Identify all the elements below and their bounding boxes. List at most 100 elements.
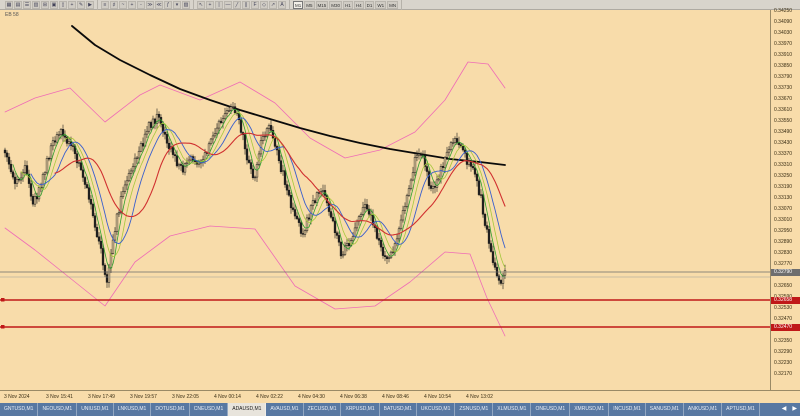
symbol-tab-gntusd[interactable]: GNTUSD,M1 xyxy=(0,403,39,416)
price-scale-label: 0.33070 xyxy=(774,206,793,213)
metaeditor-icon[interactable]: ✎ xyxy=(77,0,85,9)
symbol-tab-dotusd[interactable]: DOTUSD,M1 xyxy=(151,403,190,416)
timeframe-m5-button[interactable]: M5 xyxy=(304,0,315,9)
candle-body xyxy=(401,210,405,221)
fibonacci-icon[interactable]: F xyxy=(251,0,259,9)
symbol-tab-cneusd[interactable]: CNEUSD,M1 xyxy=(190,403,229,416)
timeframe-m1-button[interactable]: M1 xyxy=(293,0,304,9)
tab-scroll-right-button[interactable]: ▶ xyxy=(792,406,797,412)
symbol-tab-adausd[interactable]: ADAUSD,M1 xyxy=(228,403,267,416)
price-scale[interactable]: 0.34250 0.34090 0.34030 0.33970 0.33910 0.338… xyxy=(770,8,800,390)
indicators-icon[interactable]: ƒ xyxy=(164,0,172,9)
symbol-tab-aptusd[interactable]: APTUSD,M1 xyxy=(722,403,760,416)
vertical-line-icon[interactable]: | xyxy=(215,0,223,9)
chart-shift-icon[interactable]: ≪ xyxy=(155,0,163,9)
timeframe-w1-button[interactable]: W1 xyxy=(375,0,387,9)
candle-body xyxy=(371,214,375,226)
candle-body xyxy=(353,227,357,237)
horizontal-line-icon[interactable]: — xyxy=(224,0,232,9)
candle-body xyxy=(301,233,305,235)
price-scale-label: 0.32290 xyxy=(774,349,793,356)
timeframe-d1-button[interactable]: D1 xyxy=(364,0,375,9)
time-axis[interactable]: 3 Nov 2024 3 Nov 15:41 3 Nov 17:49 3 Nov 19… xyxy=(0,390,800,403)
terminal-icon[interactable]: ▣ xyxy=(50,0,58,9)
candle-body xyxy=(7,156,11,165)
symbol-tab-xlmusd[interactable]: XLMUSD,M1 xyxy=(493,403,532,416)
time-axis-label: 3 Nov 15:41 xyxy=(46,394,73,400)
symbol-tab-zsnusd[interactable]: ZSNUSD,M1 xyxy=(455,403,494,416)
crosshair-icon[interactable]: + xyxy=(206,0,214,9)
zoom-in-icon[interactable]: + xyxy=(128,0,136,9)
symbol-tab-ukcusd[interactable]: UKCUSD,M1 xyxy=(417,403,456,416)
symbol-tab-sanusd[interactable]: SANUSD,M1 xyxy=(646,403,684,416)
new-order-icon[interactable]: + xyxy=(68,0,76,9)
arrows-icon[interactable]: ↗ xyxy=(269,0,277,9)
timeframe-m30-button[interactable]: M30 xyxy=(329,0,343,9)
auto-scroll-icon[interactable]: ≫ xyxy=(146,0,154,9)
chart-canvas[interactable] xyxy=(0,10,770,390)
bar-chart-icon[interactable]: ≡ xyxy=(101,0,109,9)
line-chart-icon[interactable]: ~ xyxy=(119,0,127,9)
candle-body xyxy=(127,172,131,182)
periods-icon[interactable]: ▾ xyxy=(173,0,181,9)
symbol-tab-incusd[interactable]: INCUSD,M1 xyxy=(609,403,646,416)
candle-body xyxy=(171,146,175,155)
price-scale-label: 0.33370 xyxy=(774,150,793,157)
symbol-tab-zecusd[interactable]: ZECUSD,M1 xyxy=(304,403,342,416)
symbol-tab-oneusd[interactable]: ONEUSD,M1 xyxy=(531,403,571,416)
text-icon[interactable]: A xyxy=(278,0,286,9)
symbol-tab-uniusd[interactable]: UNIUSD,M1 xyxy=(77,403,114,416)
candle-body xyxy=(343,245,347,255)
autotrading-icon[interactable]: ▶ xyxy=(86,0,94,9)
trendline-icon[interactable]: ╱ xyxy=(233,0,241,9)
candle-body xyxy=(203,152,207,160)
candle-body xyxy=(157,113,161,118)
data-window-icon[interactable]: ▥ xyxy=(32,0,40,9)
market-watch-icon[interactable]: ☰ xyxy=(23,0,31,9)
symbol-tab-ankusd[interactable]: ANKUSD,M1 xyxy=(684,403,723,416)
candle-body xyxy=(439,166,443,179)
chart-area[interactable]: EB 58 xyxy=(0,10,770,390)
time-axis-label: 4 Nov 00:14 xyxy=(214,394,241,400)
candle-body xyxy=(213,133,217,137)
strategy-tester-icon[interactable]: ▯ xyxy=(59,0,67,9)
symbol-tab-neousd[interactable]: NEOUSD,M1 xyxy=(38,403,78,416)
symbol-tab-lnkusd[interactable]: LNKUSD,M1 xyxy=(114,403,152,416)
candle-body xyxy=(223,113,227,119)
candle-body xyxy=(435,179,439,188)
candle-body xyxy=(423,155,427,167)
channel-icon[interactable]: ∥ xyxy=(242,0,250,9)
symbol-tab-avausd[interactable]: AVAUSD,M1 xyxy=(266,403,304,416)
price-scale-label: 0.33970 xyxy=(774,40,793,47)
symbol-tab-xrpusd[interactable]: XRPUSD,M1 xyxy=(341,403,380,416)
templates-icon[interactable]: ▨ xyxy=(182,0,190,9)
tab-scroll-left-button[interactable]: ◀ xyxy=(781,406,787,412)
navigator-icon[interactable]: ⊞ xyxy=(41,0,49,9)
shapes-icon[interactable]: ◇ xyxy=(260,0,268,9)
candle-body xyxy=(45,158,49,174)
timeframe-h4-button[interactable]: H4 xyxy=(353,0,364,9)
profiles-icon[interactable]: ▤ xyxy=(14,0,22,9)
candle-body xyxy=(61,129,65,137)
candle-body xyxy=(207,143,211,154)
zoom-out-icon[interactable]: - xyxy=(137,0,145,9)
candle-body xyxy=(461,145,465,151)
candle-body xyxy=(141,143,145,147)
candle-body xyxy=(355,221,359,229)
symbol-tab-xmrusd[interactable]: XMRUSD,M1 xyxy=(570,403,610,416)
candlestick-icon[interactable]: ♯ xyxy=(110,0,118,9)
price-scale-label: 0.32890 xyxy=(774,239,793,246)
symbol-tab-batusd[interactable]: BATUSD,M1 xyxy=(380,403,417,416)
timeframe-m15-button[interactable]: M15 xyxy=(315,0,329,9)
new-chart-icon[interactable]: ▦ xyxy=(5,0,13,9)
candle-body xyxy=(313,200,317,203)
candle-body xyxy=(299,222,303,234)
candle-body xyxy=(379,240,383,248)
candle-body xyxy=(303,230,307,235)
line-handle xyxy=(1,325,5,329)
timeframe-mn-button[interactable]: MN xyxy=(387,0,399,9)
cursor-icon[interactable]: ↖ xyxy=(197,0,205,9)
candle-body xyxy=(383,255,387,257)
timeframe-h1-button[interactable]: H1 xyxy=(343,0,353,9)
candle-body xyxy=(79,162,83,171)
